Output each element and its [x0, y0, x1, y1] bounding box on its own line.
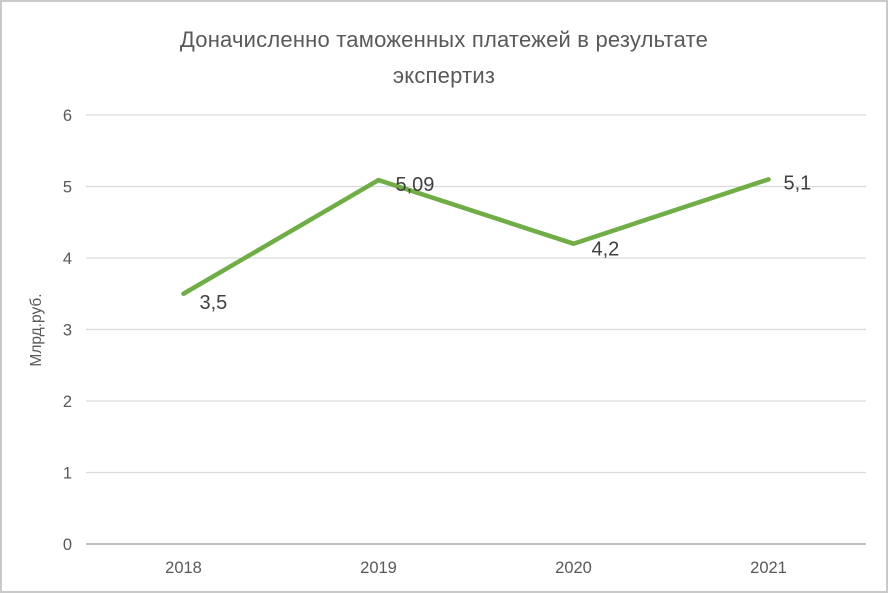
chart-title: Доначисленно таможенных платежей в резул… — [2, 22, 886, 94]
y-tick-label: 6 — [63, 107, 72, 125]
chart-title-line-1: Доначисленно таможенных платежей в резул… — [179, 27, 709, 52]
data-point-label: 5,1 — [784, 172, 812, 194]
data-point-label: 5,09 — [396, 174, 435, 196]
y-tick-label: 2 — [63, 393, 72, 411]
chart-title-line-2: экспертиз — [392, 63, 496, 88]
data-point-label: 4,2 — [592, 239, 620, 261]
x-tick-label: 2019 — [360, 559, 397, 577]
data-point-label: 3,5 — [200, 292, 228, 314]
y-axis-title: Млрд.руб. — [28, 293, 45, 366]
y-tick-label: 0 — [63, 536, 72, 554]
x-tick-label: 2018 — [165, 559, 202, 577]
series-line — [181, 177, 771, 296]
y-tick-label: 4 — [63, 250, 72, 268]
y-tick-label: 1 — [63, 465, 72, 483]
y-tick-label: 5 — [63, 179, 72, 197]
x-tick-label: 2021 — [750, 559, 787, 577]
x-tick-label: 2020 — [555, 559, 592, 577]
y-tick-label: 3 — [63, 322, 72, 340]
